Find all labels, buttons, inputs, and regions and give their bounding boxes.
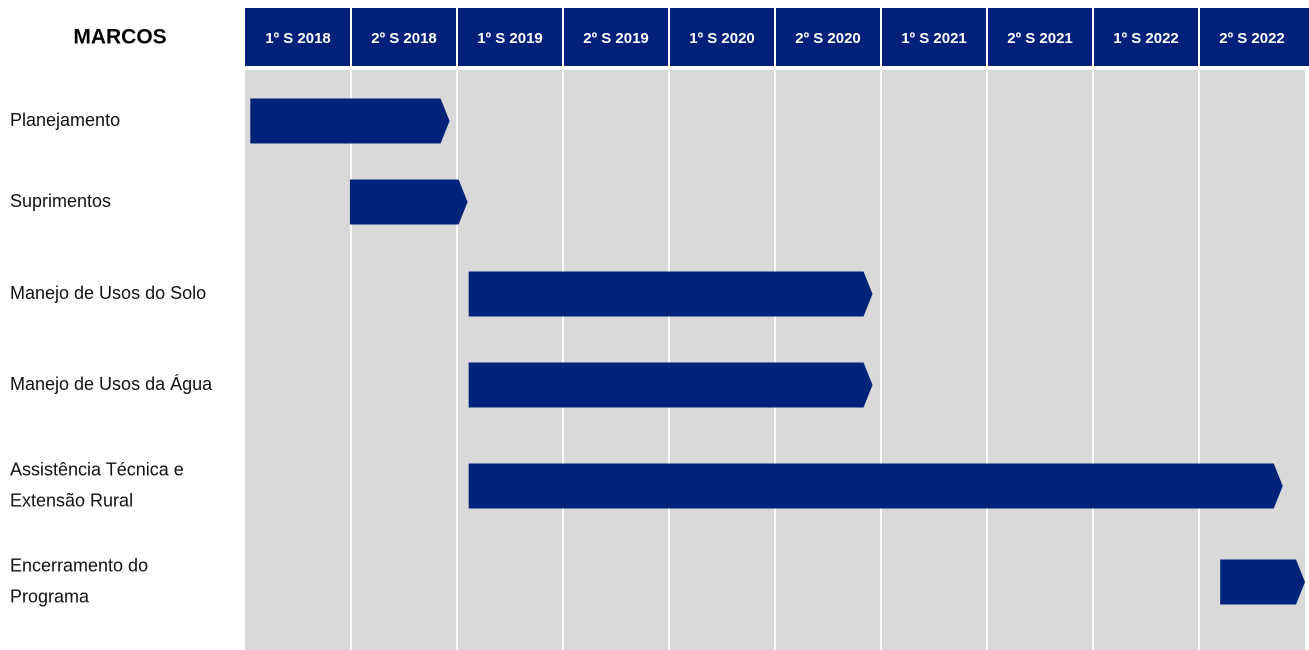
task-label: Programa bbox=[10, 586, 90, 606]
column-header: 1º S 2021 bbox=[901, 30, 967, 47]
task-label: Assistência Técnica e bbox=[10, 459, 184, 479]
column-header: 2º S 2018 bbox=[371, 30, 437, 47]
task-bar bbox=[1220, 559, 1305, 605]
chart-title: MARCOS bbox=[73, 26, 166, 49]
column-header: 1º S 2022 bbox=[1113, 30, 1179, 47]
task-bar bbox=[349, 179, 468, 225]
column-header: 1º S 2020 bbox=[689, 30, 755, 47]
column-header: 1º S 2018 bbox=[265, 30, 331, 47]
task-bar bbox=[468, 463, 1283, 509]
task-bar bbox=[468, 271, 873, 317]
task-label: Suprimentos bbox=[10, 191, 111, 211]
task-label: Manejo de Usos do Solo bbox=[10, 283, 206, 303]
header-bar bbox=[245, 8, 1309, 66]
task-label: Planejamento bbox=[10, 110, 120, 130]
column-header: 2º S 2019 bbox=[583, 30, 649, 47]
task-bar bbox=[468, 362, 873, 408]
column-header: 2º S 2022 bbox=[1219, 30, 1285, 47]
column-header: 1º S 2019 bbox=[477, 30, 543, 47]
column-header: 2º S 2020 bbox=[795, 30, 861, 47]
task-label: Extensão Rural bbox=[10, 490, 133, 510]
task-bar bbox=[250, 98, 450, 144]
task-label: Encerramento do bbox=[10, 555, 148, 575]
column-header: 2º S 2021 bbox=[1007, 30, 1073, 47]
task-label: Manejo de Usos da Água bbox=[10, 374, 213, 394]
